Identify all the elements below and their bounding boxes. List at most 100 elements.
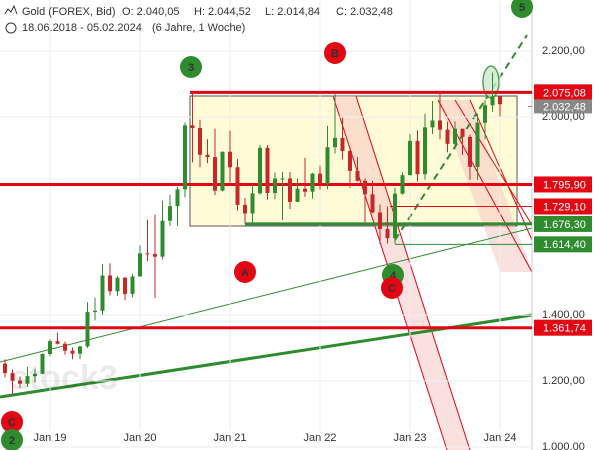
y-tick-label: 2.000,00 <box>542 111 585 123</box>
level-label-box <box>534 176 592 193</box>
ohlc: C: 2.032,48 <box>336 6 393 18</box>
candle-body <box>175 189 180 207</box>
candle-body <box>303 188 307 192</box>
candle-body <box>453 128 457 144</box>
candle-body <box>363 180 367 195</box>
candle-body <box>205 154 210 158</box>
wave-marker <box>1 411 23 433</box>
wave-label: B <box>331 48 339 60</box>
candle-body <box>280 178 285 180</box>
candle-body <box>33 373 37 377</box>
level-label: 1.795,90 <box>543 179 586 191</box>
level-label-box <box>534 198 592 215</box>
candle-body <box>108 275 112 292</box>
candle-body <box>213 157 217 191</box>
wave-label: C <box>8 417 16 429</box>
wave-label: 4 <box>390 270 397 282</box>
title: Gold (FOREX, Bid) <box>22 6 116 18</box>
level-label: 1.614,40 <box>543 239 586 251</box>
icon <box>4 4 18 15</box>
ohlc: H: 2.044,52 <box>194 6 251 18</box>
candle-body <box>55 341 60 344</box>
channel-line <box>355 95 471 450</box>
ohlc: O: 2.040,05 <box>122 6 180 18</box>
candle-body <box>370 194 375 213</box>
candle-body <box>423 127 427 175</box>
candle-body <box>70 350 75 354</box>
level-label-box <box>534 84 592 101</box>
y-tick-label: 1.000,00 <box>542 441 585 450</box>
candle-body <box>100 275 105 311</box>
candle-body <box>183 125 187 190</box>
last-price-label: 2.032,48 <box>543 101 586 113</box>
level-label: 1.729,10 <box>543 201 586 213</box>
trend-line <box>394 34 528 241</box>
levels: 2.075,08 1.795,90 1.729,10 1.676,30 1.614,40… <box>0 84 592 336</box>
x-tick-label: Jan 19 <box>33 432 66 444</box>
icon <box>5 22 17 34</box>
candle-body <box>400 175 405 194</box>
wave-label: C <box>388 283 396 295</box>
candle-body <box>288 178 292 202</box>
candle-body <box>325 147 330 185</box>
candle-body <box>393 193 397 239</box>
candle-body <box>130 276 135 294</box>
wave-label: 3 <box>188 62 194 74</box>
last-price-box <box>534 99 592 114</box>
candle-body <box>235 167 240 205</box>
wave-marker <box>381 277 403 299</box>
channel-line <box>469 99 533 241</box>
candle-body <box>415 140 420 175</box>
candle-body <box>85 312 90 347</box>
candle-body <box>18 380 22 384</box>
candle-body <box>318 173 322 185</box>
candle-body <box>490 96 495 106</box>
wave-label: 2 <box>9 435 15 447</box>
level-label-box <box>534 236 592 253</box>
candle-body <box>138 253 142 277</box>
candle-body <box>355 170 360 181</box>
candle-body <box>93 310 97 313</box>
candle-body <box>258 147 262 194</box>
candle-body <box>220 151 225 191</box>
wave-label: A <box>241 267 249 279</box>
candle-body <box>378 212 382 229</box>
date-range: 18.06.2018 - 05.02.2024 <box>22 22 142 34</box>
candle-body <box>10 373 15 381</box>
wave-marker <box>511 0 533 18</box>
wave-marker <box>180 56 202 78</box>
candle-body <box>408 140 412 176</box>
wave-marker <box>234 261 256 283</box>
candle-body <box>115 277 120 292</box>
x-tick-label: Jan 24 <box>483 432 516 444</box>
level-label-box <box>534 215 592 232</box>
candle-body <box>123 277 127 294</box>
channel-line <box>454 99 533 226</box>
candle-body <box>243 204 247 214</box>
x-tick-label: Jan 22 <box>303 432 336 444</box>
y-tick-label: 1.200,00 <box>542 375 585 387</box>
candle-body <box>190 125 195 129</box>
candle-body <box>168 206 172 221</box>
level-label: 1.361,74 <box>543 323 586 335</box>
trend-line <box>0 227 533 363</box>
candle-body <box>460 128 465 137</box>
candle-body <box>40 353 45 374</box>
candle-body <box>385 228 390 239</box>
level-label-box <box>534 319 592 336</box>
candle-body <box>468 136 472 167</box>
candle-body <box>250 193 255 214</box>
wave-label: 5 <box>519 2 525 14</box>
candle-body <box>63 343 67 351</box>
y-tick-label: 1.400,00 <box>542 309 585 321</box>
candle-body <box>295 188 300 202</box>
candle-body <box>48 341 52 354</box>
wave-marker <box>1 429 23 450</box>
candle-body <box>3 363 7 374</box>
y-tick-label: 2.200,00 <box>542 45 585 57</box>
period: (6 Jahre, 1 Woche) <box>152 22 245 34</box>
candle-body <box>348 151 352 171</box>
ohlc: L: 2.014,84 <box>265 6 320 18</box>
watermark: stock3 <box>10 359 118 397</box>
